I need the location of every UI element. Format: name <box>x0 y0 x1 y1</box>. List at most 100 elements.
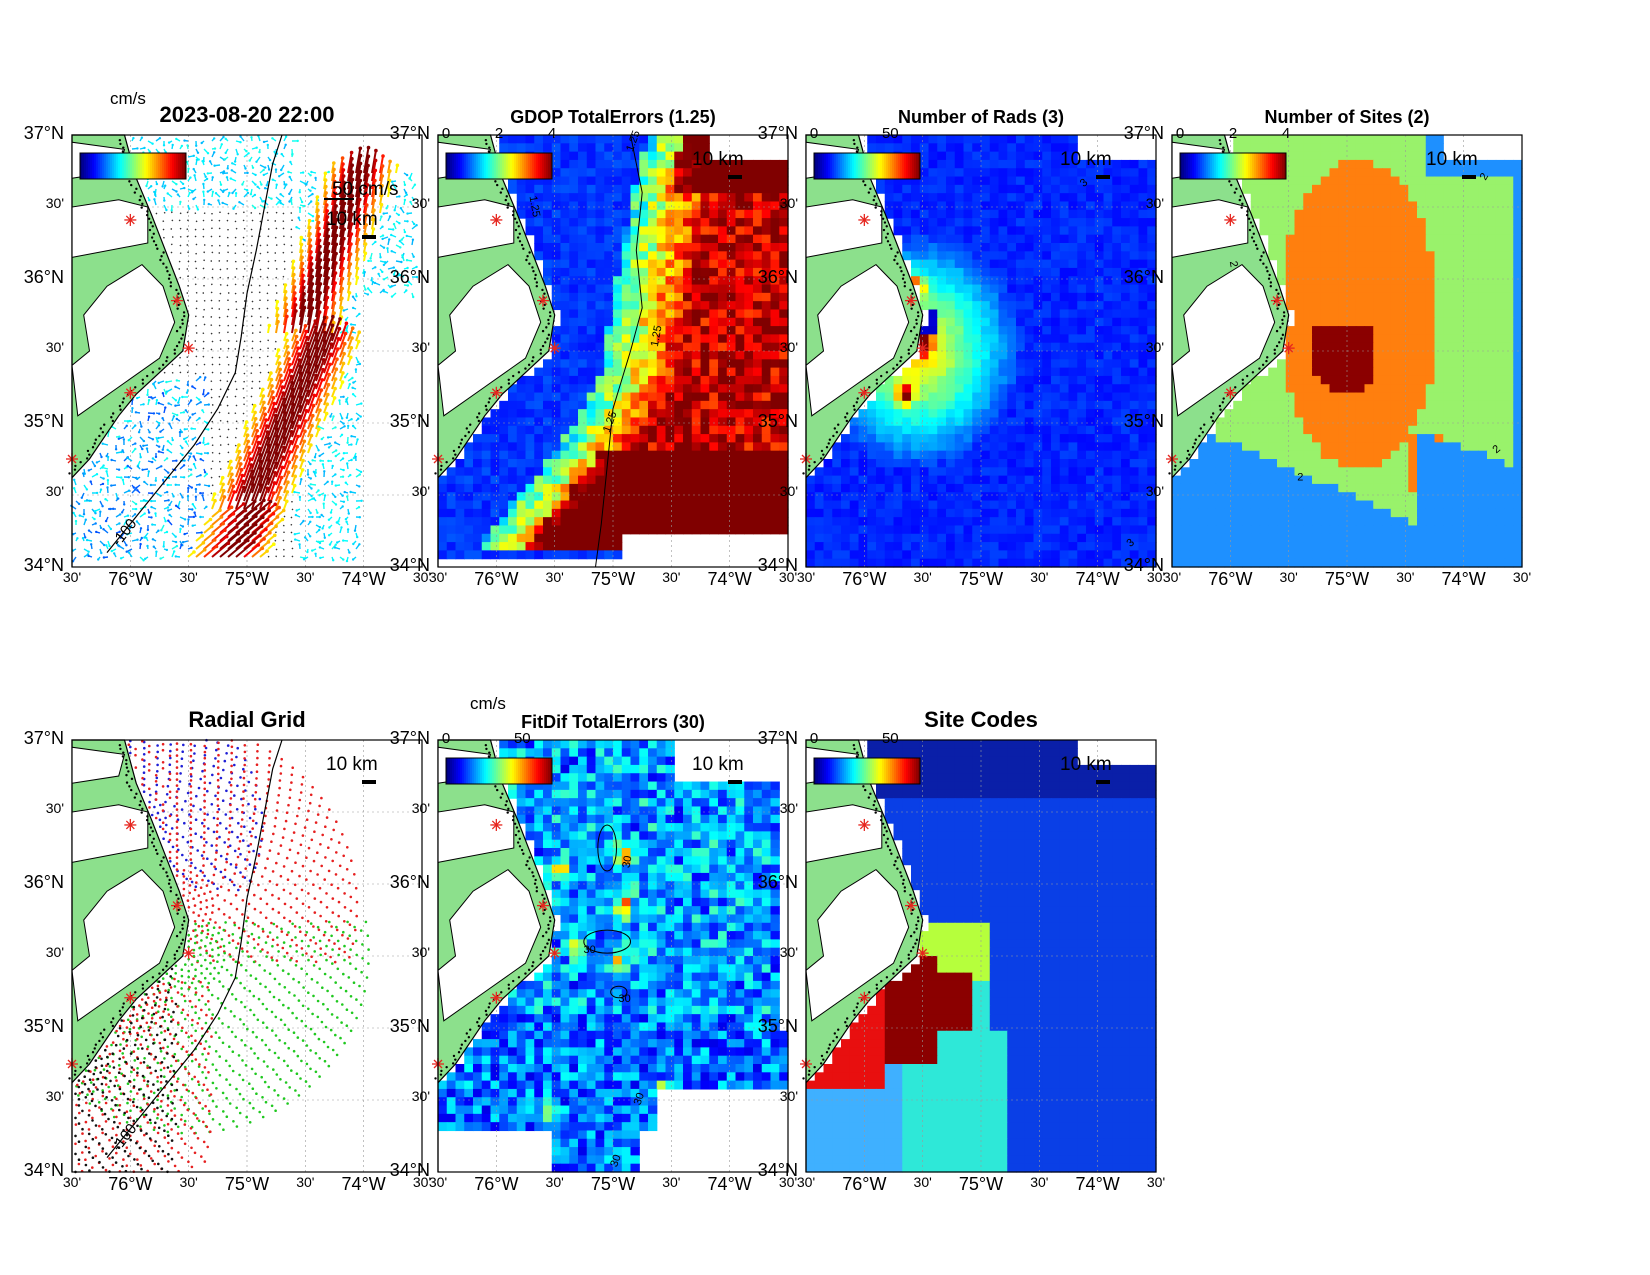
lon-tick-label: 30' <box>62 1174 82 1190</box>
lon-tick-label: 30' <box>1146 569 1166 585</box>
map-frame <box>437 134 789 568</box>
lon-tick-label: 30' <box>296 569 315 585</box>
radar-site-marker <box>537 294 549 307</box>
map-frame <box>437 739 789 1173</box>
bathymetry-contour <box>106 739 283 1158</box>
radar-site-marker <box>1271 294 1283 307</box>
lat-tick-label: 30' <box>1145 339 1164 355</box>
lon-tick-label: 30' <box>913 569 932 585</box>
colorbar-tick-label: 0 <box>441 125 451 142</box>
lat-tick-label: 37°N <box>389 123 430 143</box>
lat-tick-label: 30' <box>779 195 798 211</box>
lat-tick-label: 30' <box>45 1088 64 1104</box>
lat-tick-label: 30' <box>1145 195 1164 211</box>
lon-tick-label: 30' <box>412 569 432 585</box>
lat-tick-label: 35°N <box>23 1016 64 1036</box>
lat-tick-label: 34°N <box>23 1160 64 1180</box>
map-frame <box>1171 134 1523 568</box>
radar-site-marker <box>124 213 137 226</box>
colorbar-tick-label: 2 <box>494 125 504 142</box>
map-canvas: -100 <box>66 134 423 568</box>
radar-site-marker <box>858 818 871 831</box>
scale-bar-label: 10 km <box>692 754 744 775</box>
lon-tick-label: 75°W <box>224 569 270 589</box>
lat-tick-label: 35°N <box>1123 411 1164 431</box>
lon-tick-label: 30' <box>179 1174 198 1190</box>
radar-site-marker <box>1224 213 1237 226</box>
contour-label: 30 <box>608 1153 623 1169</box>
radar-site-marker <box>124 818 137 831</box>
contour-label: 2 <box>1227 260 1240 268</box>
map-frame <box>71 134 423 568</box>
radar-site-marker <box>490 818 503 831</box>
lon-tick-label: 30' <box>545 1174 564 1190</box>
contour-label: 30 <box>621 855 635 869</box>
map-canvas: 30 30 30 30 30 <box>432 739 789 1173</box>
lon-tick-label: 30' <box>1512 569 1532 585</box>
lon-tick-label: 30' <box>296 1174 315 1190</box>
lat-tick-label: 37°N <box>389 728 430 748</box>
lat-tick-label: 37°N <box>1123 123 1164 143</box>
radar-site-marker <box>548 342 561 355</box>
panel-title: Radial Grid <box>188 707 306 732</box>
lon-tick-label: 74°W <box>707 1174 752 1194</box>
lat-tick-label: 30' <box>45 944 64 960</box>
lat-tick-label: 37°N <box>23 123 64 143</box>
lat-tick-label: 36°N <box>757 267 798 287</box>
panel-title: GDOP TotalErrors (1.25) <box>510 107 716 127</box>
scale-bar-label: 10 km <box>1426 149 1478 170</box>
colorbar-tick-label: 50 <box>881 730 899 747</box>
panel-sites: 2 2 2 2 37°N 30' 36°N 30' 35°N 30' 34°N 30' 76°W 30' 7… <box>1124 107 1531 589</box>
lon-tick-label: 30' <box>428 569 448 585</box>
radar-site-marker <box>858 386 871 399</box>
panel-rads: 3 3 37°N 30' 36°N 30' 35°N 30' 34°N 30' 76°W 30' 75°… <box>758 107 1165 589</box>
radar-site-marker <box>905 899 917 912</box>
lon-tick-label: 75°W <box>958 569 1004 589</box>
radar-site-marker <box>124 386 137 399</box>
scale-bar-label: 10 km <box>326 209 378 230</box>
lat-tick-label: 30' <box>779 339 798 355</box>
radar-site-marker <box>1224 386 1237 399</box>
lon-tick-label: 30' <box>1162 569 1182 585</box>
contour-label: 2 <box>1478 171 1491 182</box>
contour-label: 30 <box>584 944 596 956</box>
lon-tick-label: 30' <box>545 569 564 585</box>
lon-tick-label: 30' <box>778 1174 798 1190</box>
lon-tick-label: 75°W <box>590 1174 636 1194</box>
scale-bar-label: 10 km <box>326 754 378 775</box>
lat-tick-label: 34°N <box>1123 555 1164 575</box>
map-frame <box>805 134 1157 568</box>
contour-label: 1.25 <box>527 195 543 218</box>
lon-tick-label: 30' <box>913 1174 932 1190</box>
lat-tick-label: 37°N <box>23 728 64 748</box>
unit-label: cm/s <box>110 89 146 108</box>
land-mass <box>434 739 556 1172</box>
radar-site-marker <box>171 294 183 307</box>
lon-tick-label: 30' <box>796 569 816 585</box>
site-code-field <box>806 740 1157 1173</box>
lon-tick-label: 76°W <box>108 569 153 589</box>
panel-codes: 37°N 30' 36°N 30' 35°N 30' 34°N 30' 76°W 30' 75°W 3… <box>758 707 1165 1194</box>
colorbar-tick-label: 4 <box>547 125 557 142</box>
lon-tick-label: 74°W <box>341 1174 386 1194</box>
contour-label: 2 <box>1297 472 1303 484</box>
lat-tick-label: 36°N <box>23 872 64 892</box>
radial-count-field <box>806 135 1157 568</box>
lon-tick-label: 30' <box>1030 1174 1049 1190</box>
panel-currents: -100 37°N 30' 36°N 30' 35°N 30' 34°N 30' 76°W 30' 7… <box>24 89 431 589</box>
colorbar <box>1179 152 1287 180</box>
lon-tick-label: 30' <box>1279 569 1298 585</box>
lat-tick-label: 35°N <box>757 1016 798 1036</box>
lon-tick-label: 30' <box>428 1174 448 1190</box>
lat-tick-label: 30' <box>779 483 798 499</box>
lon-tick-label: 30' <box>1396 569 1415 585</box>
colorbar <box>445 757 553 785</box>
lat-tick-label: 36°N <box>1123 267 1164 287</box>
lon-tick-label: 30' <box>62 569 82 585</box>
colorbar <box>813 152 921 180</box>
map-canvas: 33 <box>800 134 1157 568</box>
panel-gdop: 1.25 1.25 1.25 1.25 37°N 30' 36°N 30' 35°N 30' 34°… <box>390 107 797 589</box>
lon-tick-label: 74°W <box>1075 1174 1120 1194</box>
colorbar-tick-label: 2 <box>1228 125 1238 142</box>
